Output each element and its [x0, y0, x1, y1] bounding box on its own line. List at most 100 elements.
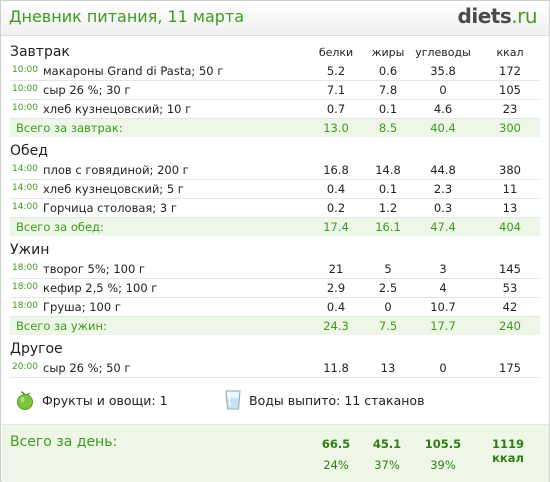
kcal-total: 300 [499, 121, 521, 135]
kcal-value: 380 [499, 163, 521, 177]
meal-time: 20:00 [12, 362, 38, 372]
carbs-value: 4.6 [433, 102, 453, 116]
day-protein-percent: 24% [323, 458, 349, 472]
kcal-value: 172 [499, 64, 521, 78]
food-name: макароны Grand di Pasta; 50 г [43, 64, 224, 78]
day-kcal: 1119 ккал [491, 437, 524, 465]
column-kcal: ккал [496, 46, 524, 59]
meal-time: 10:00 [12, 84, 38, 94]
column-carbs: углеводы [415, 46, 471, 59]
day-carbs-percent: 39% [430, 458, 456, 472]
column-fat: жиры [371, 46, 405, 59]
fat-value: 0.6 [378, 64, 398, 78]
column-protein: белки [318, 46, 354, 59]
carbs-value: 10.7 [430, 300, 456, 314]
protein-value: 2.9 [326, 281, 346, 295]
meal-title: Другое [10, 341, 63, 357]
brand-tld: .ru [511, 4, 537, 28]
header: Дневник питания, 11 марта diets.ru [1, 1, 549, 36]
total-label: Всего за завтрак: [16, 121, 123, 135]
carbs-value: 3 [439, 262, 447, 276]
fat-value: 14.8 [375, 163, 401, 177]
carbs-value: 0 [439, 361, 447, 375]
total-label: Всего за ужин: [16, 319, 107, 333]
meal-time: 18:00 [12, 263, 38, 273]
food-row: 10:00 сыр 26 %; 30 г 7.1 7.8 0 105 [10, 81, 540, 100]
food-row: 14:00 Горчица столовая; 3 г 0.2 1.2 0.3 … [10, 199, 540, 218]
protein-value: 11.8 [323, 361, 349, 375]
kcal-value: 42 [502, 300, 518, 314]
protein-value: 0.7 [326, 102, 346, 116]
kcal-value: 11 [502, 182, 518, 196]
kcal-value: 145 [499, 262, 521, 276]
carbs-total: 17.7 [430, 319, 456, 333]
food-name: плов с говядиной; 200 г [43, 163, 189, 177]
fat-value: 0.1 [378, 182, 398, 196]
protein-value: 0.4 [326, 182, 346, 196]
water-count: Воды выпито: 11 стаканов [249, 393, 425, 408]
meal-time: 18:00 [12, 301, 38, 311]
meal-total-row: Всего за завтрак: 13.0 8.5 40.4 300 [10, 119, 540, 137]
day-fat: 45.1 [372, 437, 402, 451]
food-name: сыр 26 %; 50 г [43, 361, 131, 375]
meal-time: 10:00 [12, 103, 38, 113]
kcal-value: 53 [502, 281, 518, 295]
kcal-value: 23 [502, 102, 518, 116]
meal-time: 14:00 [12, 164, 38, 174]
meal-header-dinner: Ужин [10, 241, 540, 260]
carbs-value: 44.8 [430, 163, 456, 177]
extras-row: Фрукты и овощи: 1 Воды выпито: 11 стакан… [10, 387, 540, 415]
food-row: 20:00 сыр 26 %; 50 г 11.8 13 0 175 [10, 359, 540, 378]
food-name: творог 5%; 100 г [43, 262, 145, 276]
kcal-value: 13 [502, 201, 518, 215]
fat-total: 16.1 [375, 220, 401, 234]
fat-total: 7.5 [378, 319, 398, 333]
fruits-count: Фрукты и овощи: 1 [42, 393, 168, 408]
protein-value: 0.4 [326, 300, 346, 314]
carbs-value: 0.3 [433, 201, 453, 215]
fat-total: 8.5 [378, 121, 398, 135]
apple-icon [14, 389, 36, 411]
food-name: хлеб кузнецовский; 5 г [43, 182, 184, 196]
kcal-total: 240 [499, 319, 521, 333]
day-fat-percent: 37% [374, 458, 400, 472]
fat-value: 5 [384, 262, 392, 276]
kcal-total: 404 [499, 220, 521, 234]
fat-value: 1.2 [378, 201, 398, 215]
meal-time: 10:00 [12, 65, 38, 75]
fat-value: 7.8 [378, 83, 398, 97]
food-name: кефир 2,5 %; 100 г [43, 281, 158, 295]
protein-total: 17.4 [323, 220, 349, 234]
food-row: 18:00 Груша; 100 г 0.4 0 10.7 42 [10, 298, 540, 317]
carbs-total: 47.4 [430, 220, 456, 234]
day-carbs: 105.5 [424, 437, 462, 451]
protein-value: 16.8 [323, 163, 349, 177]
meal-total-row: Всего за ужин: 24.3 7.5 17.7 240 [10, 317, 540, 335]
page-title: Дневник питания, 11 марта [9, 7, 245, 26]
meal-time: 14:00 [12, 183, 38, 193]
brand-logo[interactable]: diets.ru [457, 4, 538, 28]
protein-total: 24.3 [323, 319, 349, 333]
day-total-panel: Всего за день: 66.5 45.1 105.5 1119 ккал… [2, 424, 549, 482]
carbs-value: 4 [439, 281, 447, 295]
meal-header-breakfast: Завтрак белки жиры углеводы ккал [10, 43, 540, 62]
meal-title: Завтрак [10, 44, 70, 60]
food-name: Горчица столовая; 3 г [43, 201, 177, 215]
food-row: 14:00 плов с говядиной; 200 г 16.8 14.8 … [10, 161, 540, 180]
fat-value: 13 [380, 361, 396, 375]
glass-icon [222, 389, 244, 411]
meal-title: Ужин [10, 242, 50, 258]
meal-header-other: Другое [10, 340, 540, 359]
kcal-value: 175 [499, 361, 521, 375]
food-row: 14:00 хлеб кузнецовский; 5 г 0.4 0.1 2.3… [10, 180, 540, 199]
protein-value: 5.2 [326, 64, 346, 78]
food-row: 10:00 макароны Grand di Pasta; 50 г 5.2 … [10, 62, 540, 81]
day-protein: 66.5 [321, 437, 351, 451]
brand-main: diets [457, 4, 512, 28]
carbs-value: 0 [439, 83, 447, 97]
total-label: Всего за обед: [16, 220, 104, 234]
protein-total: 13.0 [323, 121, 349, 135]
protein-value: 21 [328, 262, 344, 276]
food-name: хлеб кузнецовский; 10 г [43, 102, 192, 116]
food-row: 10:00 хлеб кузнецовский; 10 г 0.7 0.1 4.… [10, 100, 540, 119]
